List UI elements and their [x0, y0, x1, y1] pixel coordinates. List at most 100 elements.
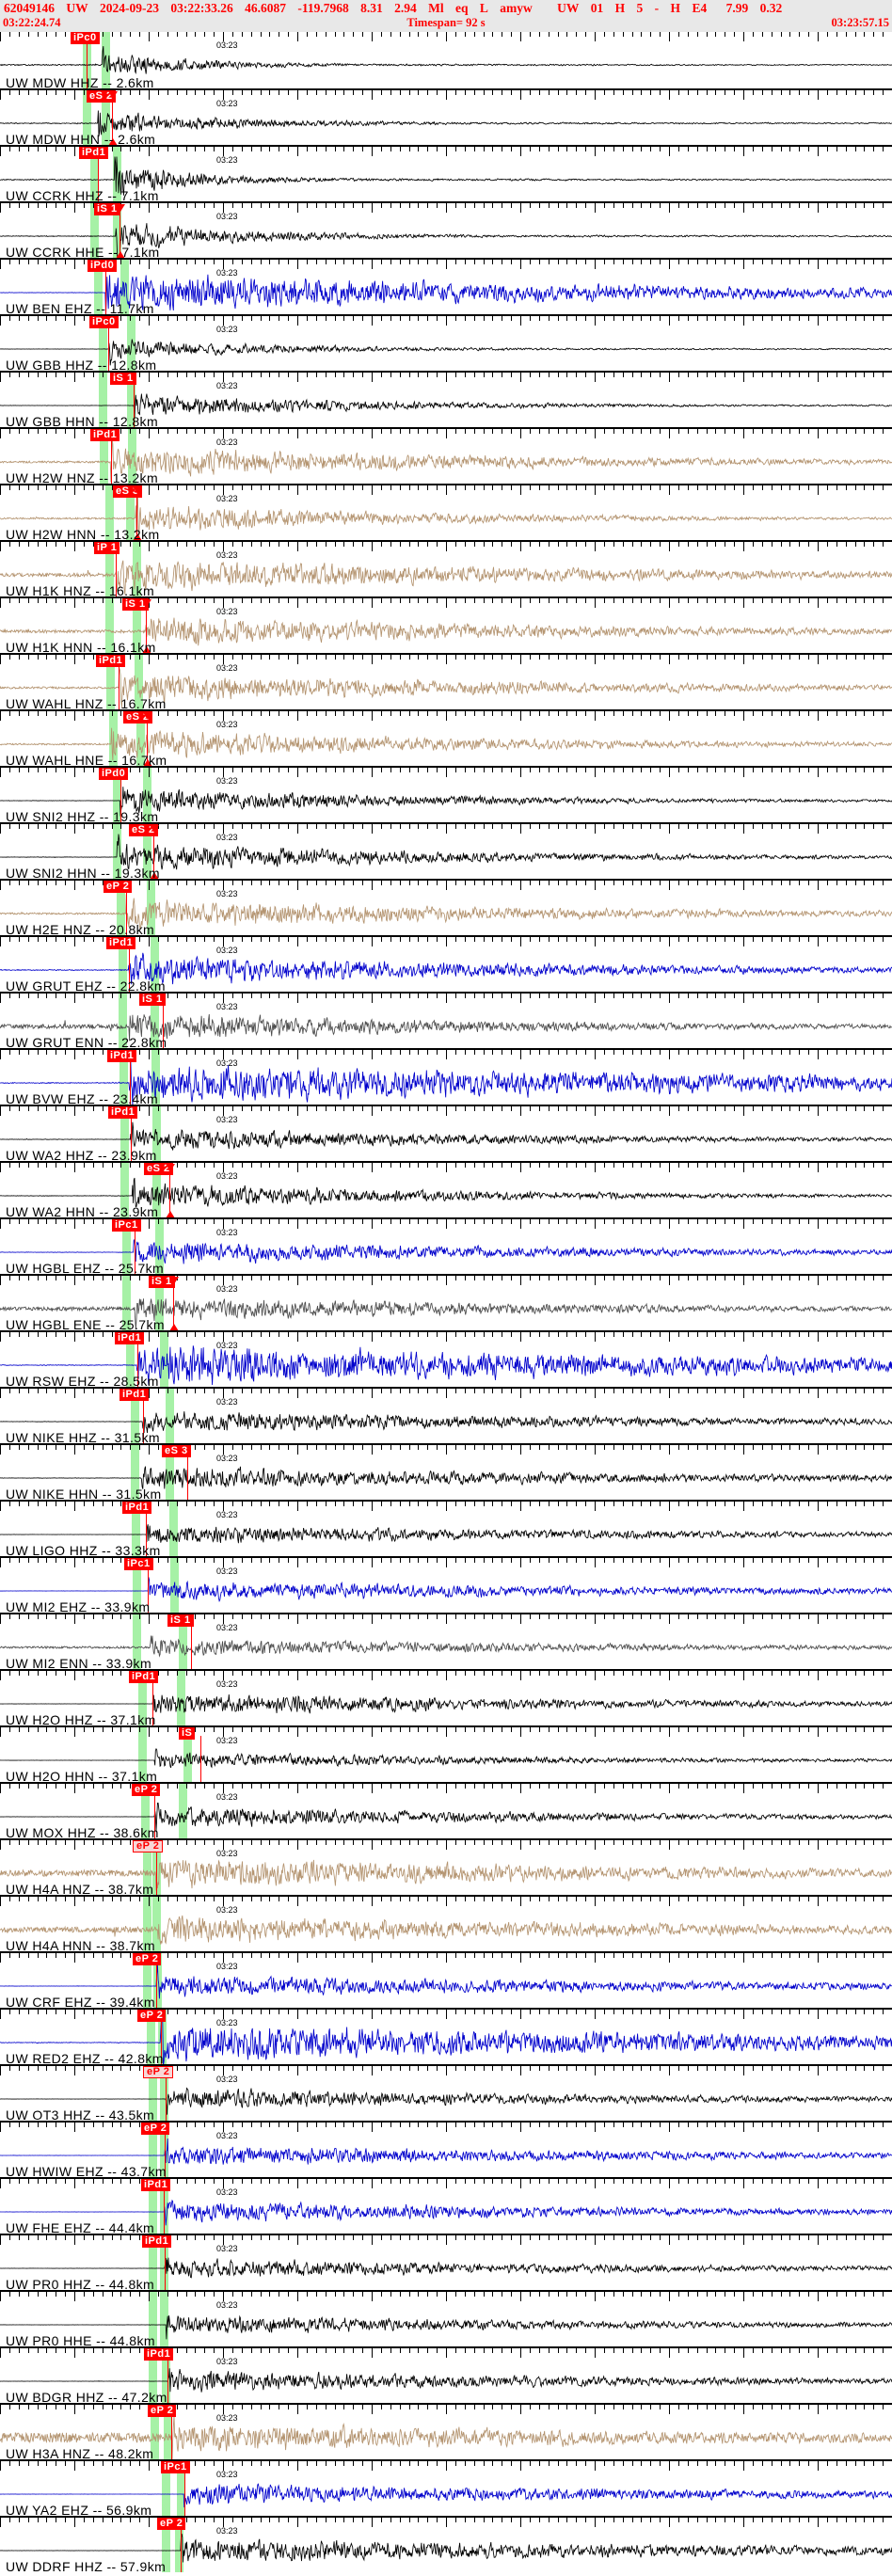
- trace-row[interactable]: 03:23 iS 1 UW GBB HHN -- 12.8km: [0, 371, 892, 427]
- waveform[interactable]: [0, 1680, 892, 1725]
- waveform[interactable]: [0, 1906, 892, 1951]
- waveform[interactable]: [0, 2132, 892, 2177]
- waveform[interactable]: [0, 269, 892, 314]
- phase-pick-label[interactable]: eS 2: [144, 1163, 173, 1175]
- phase-pick-line[interactable]: [87, 40, 88, 88]
- trace-row[interactable]: 03:23 eS 2 UW SNI2 HHN -- 19.3km: [0, 822, 892, 879]
- phase-pick-line[interactable]: [164, 2187, 165, 2234]
- waveform[interactable]: [0, 2527, 892, 2572]
- phase-pick-label[interactable]: iPd1: [119, 1389, 150, 1401]
- trace-row[interactable]: 03:23 iP 1 UW H1K HNZ -- 16.1km: [0, 540, 892, 596]
- trace-row[interactable]: 03:23 eP 2 UW H2E HNZ -- 20.8km: [0, 879, 892, 935]
- waveform[interactable]: [0, 664, 892, 709]
- phase-pick-label[interactable]: iPd0: [99, 768, 129, 780]
- waveform[interactable]: [0, 1624, 892, 1669]
- waveform[interactable]: [0, 382, 892, 427]
- trace-row[interactable]: 03:23 eP 2 UW H3A HNZ -- 48.2km: [0, 2403, 892, 2459]
- phase-pick-line[interactable]: [130, 1058, 131, 1105]
- phase-pick-line[interactable]: [146, 1510, 147, 1556]
- waveform[interactable]: [0, 551, 892, 596]
- waveform[interactable]: [0, 1850, 892, 1895]
- phase-pick-label[interactable]: iPd1: [90, 429, 120, 441]
- trace-row[interactable]: 03:23 iPc1 UW MI2 EHZ -- 33.9km: [0, 1556, 892, 1613]
- phase-pick-label[interactable]: iPd1: [122, 1502, 152, 1514]
- waveform[interactable]: [0, 1116, 892, 1161]
- phase-pick-line[interactable]: [173, 1284, 174, 1330]
- phase-pick-line[interactable]: [184, 2470, 185, 2516]
- waveform[interactable]: [0, 2358, 892, 2403]
- trace-row[interactable]: 03:23 iS 1 UW H1K HNN -- 16.1km: [0, 596, 892, 653]
- phase-pick-line[interactable]: [137, 1341, 138, 1387]
- phase-pick-line[interactable]: [171, 2413, 172, 2459]
- waveform[interactable]: [0, 1737, 892, 1782]
- phase-pick-line[interactable]: [111, 437, 112, 484]
- waveform[interactable]: [0, 438, 892, 484]
- phase-pick-label[interactable]: eP 2: [157, 2518, 186, 2530]
- phase-pick-line[interactable]: [143, 1397, 144, 1443]
- phase-pick-label[interactable]: iPd1: [141, 2179, 171, 2191]
- phase-pick-label[interactable]: iS 1: [139, 994, 166, 1006]
- phase-pick-label[interactable]: iS: [179, 1727, 196, 1740]
- trace-row[interactable]: 03:23 eP 2 UW H4A HNZ -- 38.7km: [0, 1838, 892, 1895]
- waveform[interactable]: [0, 2075, 892, 2121]
- phase-pick-label[interactable]: iS 1: [122, 598, 149, 611]
- phase-pick-label[interactable]: eP 2: [133, 1840, 164, 1852]
- trace-row[interactable]: 03:23 eS 2 UW MDW HHN -- 2.6km: [0, 88, 892, 145]
- waveform[interactable]: [0, 156, 892, 201]
- phase-pick-line[interactable]: [105, 268, 106, 314]
- waveform[interactable]: [0, 41, 892, 88]
- waveform[interactable]: [0, 608, 892, 653]
- waveform[interactable]: [0, 777, 892, 822]
- waveform[interactable]: [0, 1511, 892, 1556]
- phase-pick-line[interactable]: [187, 1454, 188, 1500]
- trace-row[interactable]: 03:23 iPd1 UW WA2 HHZ -- 23.9km: [0, 1105, 892, 1161]
- waveform[interactable]: [0, 2414, 892, 2459]
- trace-row[interactable]: 03:23 eP 2 UW RED2 EHZ -- 42.8km: [0, 2008, 892, 2064]
- phase-pick-label[interactable]: eP 2: [133, 1953, 162, 1965]
- trace-row[interactable]: 03:23 iPd1 UW BDGR HHZ -- 47.2km: [0, 2346, 892, 2403]
- phase-pick-label[interactable]: eS 3: [162, 1445, 191, 1457]
- trace-row[interactable]: 03:23 eS 3 UW NIKE HHN -- 31.5km: [0, 1443, 892, 1500]
- phase-pick-line[interactable]: [131, 1115, 132, 1161]
- phase-pick-label[interactable]: eP 2: [143, 2066, 174, 2078]
- phase-pick-line[interactable]: [154, 1792, 155, 1838]
- trace-row[interactable]: 03:23 iPd1 UW PR0 HHZ -- 44.8km: [0, 2234, 892, 2290]
- waveform[interactable]: [0, 1172, 892, 1217]
- phase-pick-label[interactable]: iPc0: [71, 32, 100, 44]
- phase-pick-label[interactable]: iPd1: [96, 655, 126, 667]
- trace-row[interactable]: 03:23 iPd1 UW LIGO HHZ -- 33.3km: [0, 1500, 892, 1556]
- phase-pick-label[interactable]: iPd1: [142, 2235, 172, 2248]
- phase-pick-label[interactable]: iPd0: [88, 260, 118, 272]
- phase-pick-label[interactable]: eP 2: [148, 2405, 177, 2417]
- phase-pick-line[interactable]: [163, 1002, 164, 1048]
- phase-pick-label[interactable]: iPd1: [115, 1332, 145, 1344]
- trace-row[interactable]: 03:23 UW PR0 HHE -- 44.8km: [0, 2290, 892, 2346]
- waveform[interactable]: [0, 834, 892, 879]
- phase-pick-label[interactable]: eP 2: [137, 2010, 167, 2022]
- phase-pick-line[interactable]: [147, 720, 148, 766]
- trace-row[interactable]: 03:23 iS 1 UW MI2 ENN -- 33.9km: [0, 1613, 892, 1669]
- waveform[interactable]: [0, 721, 892, 766]
- phase-pick-line[interactable]: [152, 1679, 153, 1725]
- trace-row[interactable]: 03:23 eP 2 UW OT3 HHZ -- 43.5km: [0, 2064, 892, 2121]
- waveform[interactable]: [0, 326, 892, 371]
- trace-row[interactable]: 03:23 iPd1 UW GRUT EHZ -- 22.8km: [0, 935, 892, 992]
- waveform[interactable]: [0, 890, 892, 935]
- trace-row[interactable]: 03:23 eS 2 UW WAHL HNE -- 16.7km: [0, 709, 892, 766]
- phase-pick-label[interactable]: iPc1: [112, 1219, 141, 1232]
- trace-row[interactable]: 03:23 eS 2 UW WA2 HHN -- 23.9km: [0, 1161, 892, 1217]
- phase-pick-label[interactable]: iPd1: [129, 1671, 159, 1683]
- trace-row[interactable]: 03:23 iPd1 UW BVW EHZ -- 23.4km: [0, 1048, 892, 1105]
- phase-pick-label[interactable]: iS 1: [94, 203, 120, 215]
- trace-row[interactable]: 03:23 iPd1 UW H2O HHZ -- 37.1km: [0, 1669, 892, 1725]
- waveform[interactable]: [0, 1398, 892, 1443]
- waveform[interactable]: [0, 2301, 892, 2346]
- phase-pick-line[interactable]: [136, 494, 137, 540]
- trace-row[interactable]: 03:23 iPd1 UW RSW EHZ -- 28.5km: [0, 1330, 892, 1387]
- phase-pick-line[interactable]: [156, 1849, 157, 1895]
- trace-row[interactable]: 03:23 iPd1 UW NIKE HHZ -- 31.5km: [0, 1387, 892, 1443]
- waveform[interactable]: [0, 1003, 892, 1048]
- trace-row[interactable]: 03:23 iPd1 UW H2W HNZ -- 13.2km: [0, 427, 892, 484]
- trace-row[interactable]: 03:23 iPc0 UW GBB HHZ -- 12.8km: [0, 314, 892, 371]
- trace-row[interactable]: 03:23 eS 3 UW H2W HNN -- 13.2km: [0, 484, 892, 540]
